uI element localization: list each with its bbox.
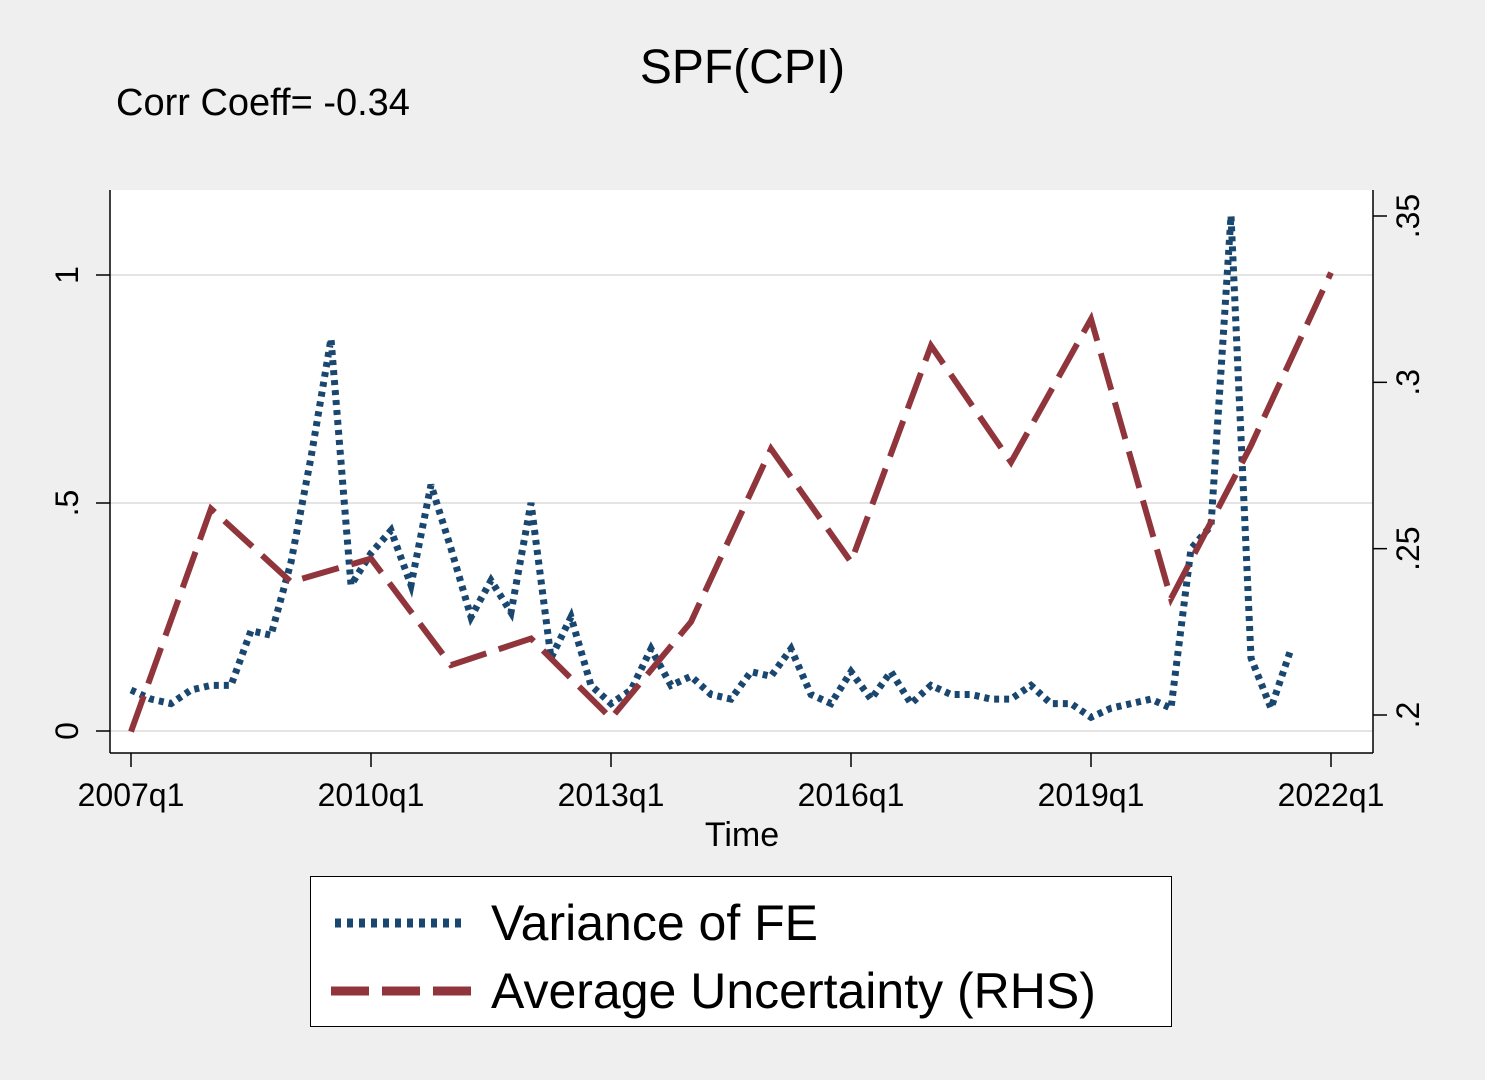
plot-canvas: 0 .5 1 .2 .25 .3 .35 2007q1 2010q1 2013q1 2016q1 20… [49,190,1426,854]
y-right-tick-label: .2 [1390,702,1426,729]
legend-item-variance: Variance of FE [311,893,818,953]
legend: Variance of FE Average Uncertainty (RHS) [310,876,1172,1027]
correlation-annotation: Corr Coeff= -0.34 [116,82,410,124]
x-tick-label: 2007q1 [78,777,185,813]
x-tick-label: 2016q1 [798,777,905,813]
y-right-tick-label: .25 [1390,526,1426,570]
legend-label-variance: Variance of FE [491,895,819,951]
plot-region [110,190,1373,753]
grid-layer [110,274,1373,732]
y-left-tick-label: 1 [49,266,85,284]
x-axis-title: Time [705,816,779,854]
x-tick-label: 2013q1 [558,777,665,813]
chart-title: SPF(CPI) [639,41,846,94]
series-layer [128,215,1334,733]
legend-key-dashed [331,986,471,996]
x-tick-label: 2022q1 [1278,777,1385,813]
legend-item-uncertainty: Average Uncertainty (RHS) [311,961,1096,1021]
x-tick-label: 2010q1 [318,777,425,813]
x-tick-label: 2019q1 [1038,777,1145,813]
axes-layer: 0 .5 1 .2 .25 .3 .35 2007q1 2010q1 2013q1 2016q1 20… [49,190,1426,813]
series-line-uncertainty [128,271,1334,733]
legend-label-uncertainty: Average Uncertainty (RHS) [491,963,1096,1019]
y-left-tick-label: 0 [49,722,85,740]
legend-key-dotted [335,918,467,928]
series-line-variance [129,215,1295,722]
y-left-tick-label: .5 [49,490,85,517]
y-right-tick-label: .3 [1390,369,1426,396]
y-right-tick-label: .35 [1390,194,1426,238]
